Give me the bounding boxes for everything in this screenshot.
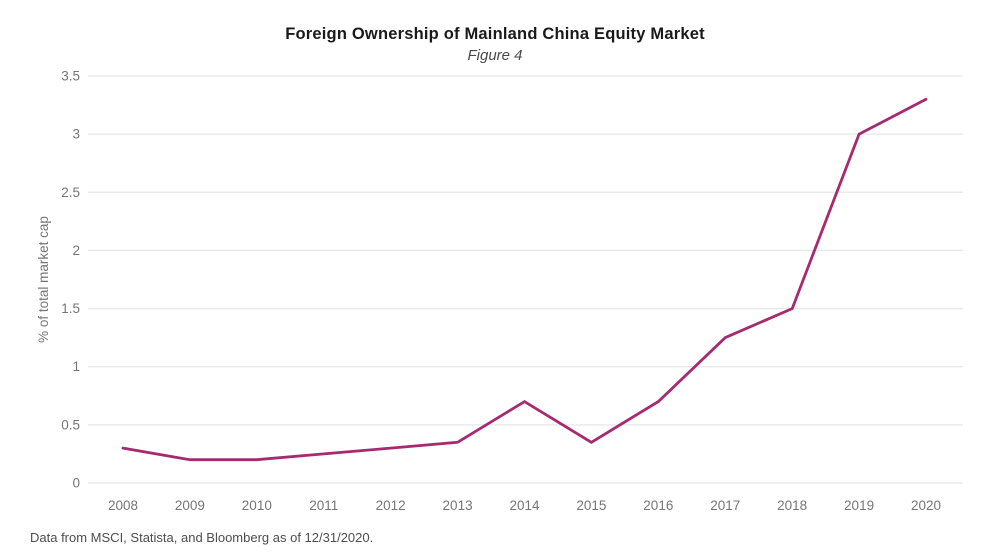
x-tick-label: 2012 <box>376 498 406 513</box>
x-tick-label: 2015 <box>576 498 606 513</box>
x-tick-label: 2020 <box>911 498 941 513</box>
x-tick-label: 2010 <box>242 498 272 513</box>
x-tick-label: 2009 <box>175 498 205 513</box>
chart-subtitle: Figure 4 <box>467 47 523 64</box>
y-axis-title: % of total market cap <box>36 216 51 343</box>
x-tick-label: 2013 <box>443 498 473 513</box>
y-tick-label: 2.5 <box>61 185 80 200</box>
x-tick-label: 2017 <box>710 498 740 513</box>
x-tick-label: 2018 <box>777 498 807 513</box>
chart-title: Foreign Ownership of Mainland China Equi… <box>285 25 705 43</box>
y-tick-label: 0.5 <box>61 417 80 432</box>
y-tick-label: 3.5 <box>61 69 80 84</box>
y-tick-label: 3 <box>72 127 80 142</box>
series-line <box>121 97 928 462</box>
x-tick-label: 2019 <box>844 498 874 513</box>
x-tick-label: 2014 <box>509 498 540 513</box>
x-tick-label: 2011 <box>309 498 338 513</box>
y-tick-label: 2 <box>72 243 80 258</box>
y-tick-label: 1.5 <box>61 301 80 316</box>
source-note: Data from MSCI, Statista, and Bloomberg … <box>30 530 374 545</box>
y-tick-label: 1 <box>72 359 80 374</box>
y-tick-label: 0 <box>72 476 80 491</box>
x-tick-label: 2016 <box>643 498 673 513</box>
x-tick-label: 2008 <box>108 498 138 513</box>
